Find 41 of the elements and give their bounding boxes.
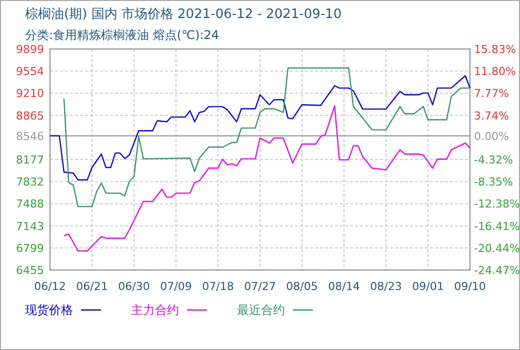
x-tick-label: 08/14: [328, 280, 360, 293]
legend-label: 现货价格: [25, 303, 73, 317]
y-tick-label: 6799: [16, 242, 44, 255]
y2-tick-label: -12.38%: [474, 198, 520, 211]
x-tick-label: 08/05: [286, 280, 318, 293]
y2-tick-label: -4.32%: [474, 154, 513, 166]
line-series: [63, 105, 471, 252]
y-tick-label: 7143: [16, 220, 44, 233]
y-tick-label: 8865: [16, 109, 44, 122]
y-tick-label: 7832: [16, 176, 44, 189]
y-tick-label: 9899: [16, 43, 44, 56]
y2-tick-label: 7.77%: [474, 87, 509, 100]
x-tick-label: 09/10: [454, 280, 486, 293]
y-tick-label: 8177: [16, 154, 44, 166]
x-tick-label: 07/27: [244, 280, 276, 293]
x-tick-label: 09/01: [412, 280, 444, 293]
y2-tick-label: -20.44%: [474, 242, 520, 255]
legend-label: 最近合约: [237, 303, 285, 317]
legend-label: 主力合约: [131, 303, 179, 317]
x-tick-label: 07/18: [202, 280, 234, 293]
x-tick-label: 07/09: [160, 280, 192, 293]
y-tick-label: 7488: [16, 198, 44, 211]
x-tick-label: 06/30: [118, 280, 150, 293]
chart-title: 棕榈油(期) 国内 市场价格 2021-06-12 - 2021-09-10: [25, 7, 342, 22]
y2-tick-label: -24.47%: [474, 264, 520, 277]
chart-subtitle: 分类:食用精炼棕榈液油 熔点(℃):24: [25, 28, 220, 42]
y2-tick-label: -16.41%: [474, 220, 520, 233]
y-tick-label: 9210: [16, 87, 44, 100]
y2-tick-label: 0.00%: [474, 130, 509, 143]
y2-tick-label: 15.83%: [474, 43, 516, 56]
x-tick-label: 08/23: [370, 280, 402, 293]
x-tick-label: 06/12: [34, 280, 66, 293]
y2-tick-label: -8.35%: [474, 176, 513, 189]
line-series: [49, 75, 471, 180]
line-series: [63, 67, 471, 208]
y-tick-label: 8546: [16, 130, 44, 143]
y-tick-label: 6455: [16, 264, 44, 277]
y-tick-label: 9554: [16, 65, 44, 78]
y2-tick-label: 3.74%: [474, 109, 509, 122]
x-tick-label: 06/21: [76, 280, 108, 293]
y2-tick-label: 11.80%: [474, 65, 516, 78]
